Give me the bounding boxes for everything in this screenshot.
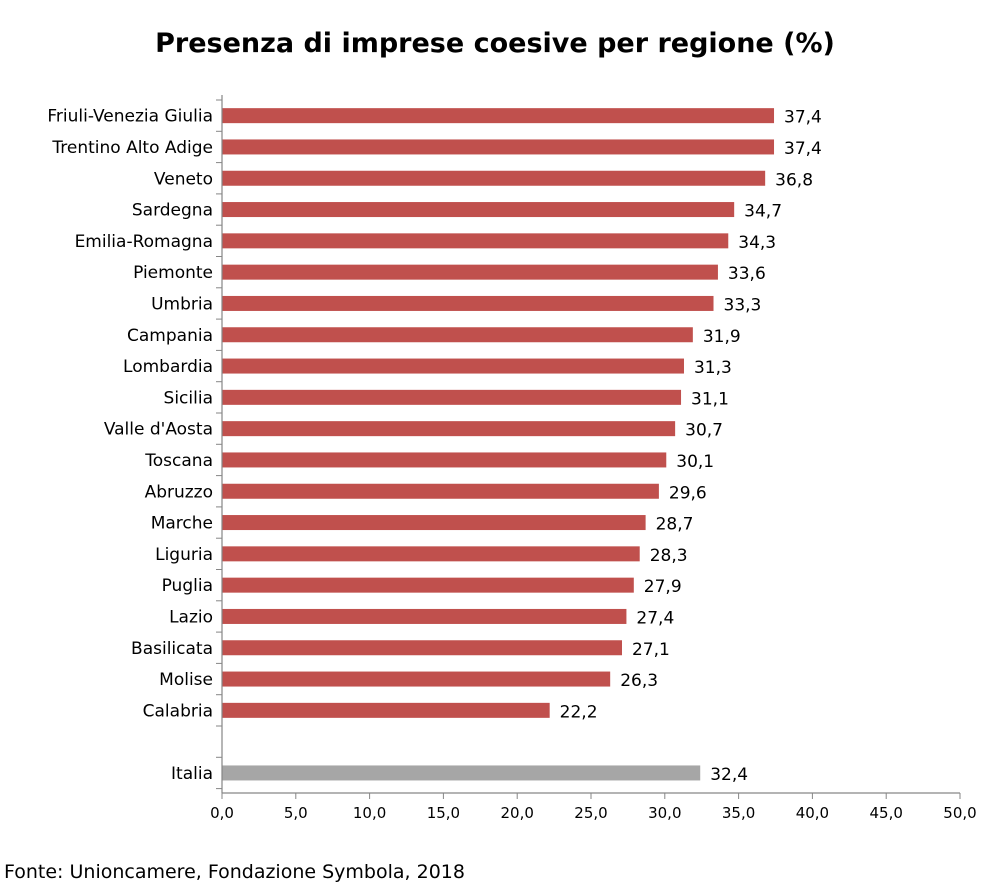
x-tick-label: 0,0	[210, 804, 234, 822]
tick-labels-group: 0,0 5,0 10,0 15,0 20,0 25,0 30,0 35,0 40,0 45,0 50…	[210, 804, 977, 822]
bar	[222, 358, 684, 374]
category-label: Puglia	[162, 576, 213, 596]
category-label: Sardegna	[132, 201, 213, 221]
value-label: 30,7	[685, 421, 723, 441]
category-label: Veneto	[154, 169, 213, 189]
bar	[222, 452, 667, 468]
bar	[222, 515, 646, 531]
x-tick-label: 40,0	[796, 804, 829, 822]
category-label: Umbria	[151, 294, 213, 314]
category-label: Liguria	[155, 545, 213, 565]
x-tick-label: 20,0	[500, 804, 533, 822]
value-label: 27,4	[636, 608, 674, 628]
axes-group	[216, 95, 961, 799]
bar	[222, 170, 766, 186]
bar-reference	[222, 765, 701, 781]
value-label: 31,1	[691, 389, 729, 409]
category-label: Piemonte	[133, 263, 213, 283]
category-label: Lazio	[169, 607, 213, 627]
value-label: 37,4	[784, 139, 822, 159]
value-label: 27,9	[644, 577, 682, 597]
value-label: 28,3	[650, 546, 688, 566]
category-label: Trentino Alto Adige	[51, 138, 213, 158]
chart-title: Presenza di imprese coesive per regione …	[155, 28, 835, 59]
value-label: 34,7	[744, 202, 782, 222]
value-label: 33,3	[724, 295, 762, 315]
bar	[222, 608, 627, 624]
value-label: 22,2	[560, 702, 598, 722]
bar	[222, 546, 640, 562]
x-tick-label: 35,0	[722, 804, 755, 822]
value-label: 34,3	[738, 233, 776, 253]
bar	[222, 327, 693, 343]
category-label: Friuli-Venezia Giulia	[47, 107, 213, 127]
value-label: 36,8	[775, 170, 813, 190]
category-label: Marche	[151, 514, 213, 534]
x-tick-label: 50,0	[943, 804, 976, 822]
reference-value-label: 32,4	[710, 765, 748, 785]
x-tick-label: 10,0	[353, 804, 386, 822]
bar	[222, 202, 735, 218]
value-label: 33,6	[728, 264, 766, 284]
category-label: Molise	[159, 670, 213, 690]
bar	[222, 702, 550, 718]
category-label: Toscana	[144, 451, 213, 471]
value-label: 27,1	[632, 640, 670, 660]
value-label: 31,9	[703, 327, 741, 347]
bar	[222, 108, 775, 124]
bar	[222, 233, 729, 249]
category-label: Abruzzo	[145, 482, 213, 502]
x-tick-label: 5,0	[284, 804, 308, 822]
category-label: Sicilia	[164, 388, 213, 408]
value-label: 31,3	[694, 358, 732, 378]
category-label: Emilia-Romagna	[75, 232, 213, 252]
bar	[222, 671, 611, 687]
bar	[222, 640, 622, 656]
value-label: 28,7	[656, 515, 694, 535]
category-label: Calabria	[143, 701, 213, 721]
value-label: 26,3	[620, 671, 658, 691]
bar	[222, 389, 682, 405]
source-note: Fonte: Unioncamere, Fondazione Symbola, …	[4, 861, 465, 883]
bar	[222, 421, 676, 437]
bar	[222, 577, 634, 593]
value-label: 29,6	[669, 483, 707, 503]
x-tick-label: 25,0	[574, 804, 607, 822]
bar	[222, 264, 718, 280]
bar	[222, 295, 714, 311]
bars-group	[222, 108, 775, 781]
category-label: Campania	[127, 326, 213, 346]
category-label: Valle d'Aosta	[104, 420, 213, 440]
category-label: Basilicata	[131, 639, 213, 659]
x-tick-label: 45,0	[869, 804, 902, 822]
category-label: Lombardia	[123, 357, 213, 377]
bar	[222, 483, 659, 499]
reference-category-label: Italia	[171, 764, 213, 784]
value-labels-group: 37,4 37,4 36,8 34,7 34,3 33,6 33,3 31,9 31,3 31,1…	[560, 108, 822, 785]
x-tick-label: 15,0	[427, 804, 460, 822]
x-tick-label: 30,0	[648, 804, 681, 822]
bar	[222, 139, 775, 155]
category-labels-group: Friuli-Venezia Giulia Trentino Alto Adige…	[47, 107, 213, 784]
value-label: 30,1	[676, 452, 714, 472]
value-label: 37,4	[784, 108, 822, 128]
